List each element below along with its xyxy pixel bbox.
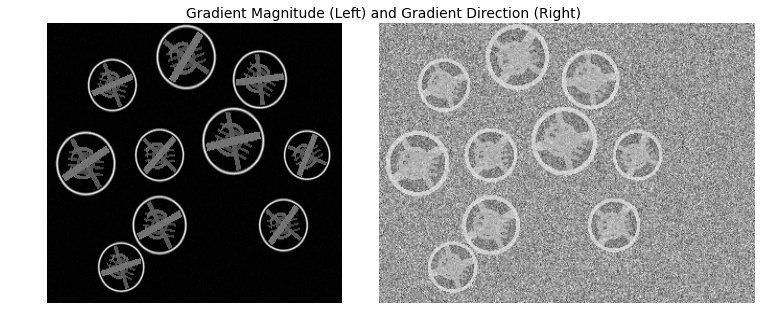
Text: Gradient Magnitude (Left) and Gradient Direction (Right): Gradient Magnitude (Left) and Gradient D… <box>185 7 581 21</box>
